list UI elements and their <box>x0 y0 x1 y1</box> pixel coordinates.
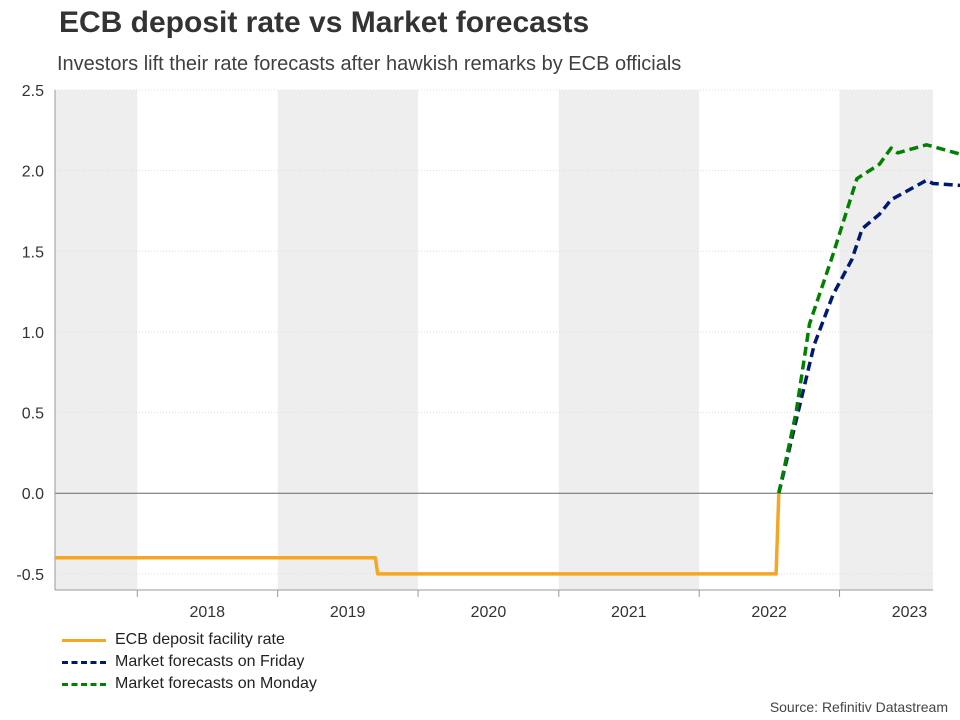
source-note: Source: Refinitiv Datastream <box>769 699 948 715</box>
legend-label-monday: Market forecasts on Monday <box>115 675 317 692</box>
x-tick-label: 2022 <box>751 604 787 621</box>
y-tick-label: 2.0 <box>22 164 44 181</box>
series-lines <box>55 143 960 576</box>
year-bands <box>55 90 933 590</box>
legend-swatch-ecb <box>62 638 106 642</box>
legend-label-ecb: ECB deposit facility rate <box>115 631 285 648</box>
gridlines <box>55 89 933 575</box>
chart-title: ECB deposit rate vs Market forecasts <box>59 6 590 39</box>
year-band <box>55 90 138 590</box>
legend-swatch-friday <box>62 660 106 664</box>
x-tick-label: 2021 <box>611 604 647 621</box>
monday-forecast-line <box>777 143 960 494</box>
y-tick-label: 0.0 <box>22 486 44 503</box>
year-band <box>558 90 700 590</box>
year-band <box>277 90 419 590</box>
x-tick-label: 2019 <box>330 604 366 621</box>
axes: -0.5 0.0 0.5 1.0 1.5 2.0 2.5 2018 2019 2020 2021 20… <box>16 83 933 621</box>
legend-label-friday: Market forecasts on Friday <box>115 653 305 670</box>
legend-swatch-monday <box>62 682 106 686</box>
chart-subtitle: Investors lift their rate forecasts afte… <box>57 53 682 75</box>
x-tick-label: 2018 <box>189 604 225 621</box>
legend-item-ecb: ECB deposit facility rate <box>62 629 317 651</box>
y-tick-label: 0.5 <box>22 406 44 423</box>
legend-item-friday: Market forecasts on Friday <box>62 651 317 673</box>
x-tick-label: 2023 <box>892 604 928 621</box>
x-tick-label: 2020 <box>471 604 507 621</box>
ecb-rate-line <box>55 493 781 576</box>
y-tick-label: 1.0 <box>22 325 44 342</box>
legend-item-monday: Market forecasts on Monday <box>62 673 317 695</box>
y-tick-label: 1.5 <box>22 244 44 261</box>
year-band <box>839 90 933 590</box>
legend: ECB deposit facility rate Market forecas… <box>62 629 317 695</box>
y-tick-label: -0.5 <box>16 567 44 584</box>
y-tick-label: 2.5 <box>22 83 44 100</box>
